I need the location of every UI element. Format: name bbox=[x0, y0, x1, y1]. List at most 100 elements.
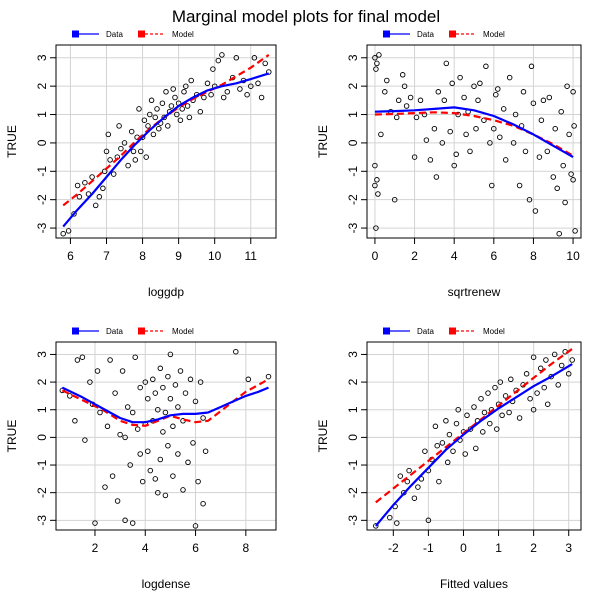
data-point bbox=[471, 83, 477, 89]
data-point bbox=[516, 182, 523, 189]
data-point bbox=[475, 97, 481, 104]
data-point bbox=[489, 182, 495, 189]
data-point bbox=[451, 162, 457, 169]
panel-3: 2 4 6 8 -3 -2 -1 0 1 2 3 logdense TRUE Data Model bbox=[5, 327, 277, 591]
data-point bbox=[569, 357, 575, 363]
data-point bbox=[462, 451, 468, 457]
data-point bbox=[411, 154, 418, 160]
data-point bbox=[92, 520, 98, 526]
y-tick-label: -3 bbox=[35, 515, 49, 526]
x-tick-label: 10 bbox=[566, 249, 580, 263]
x-axis-label: loggdp bbox=[148, 285, 184, 299]
data-point bbox=[480, 429, 486, 435]
data-point bbox=[167, 351, 174, 358]
data-point bbox=[201, 94, 207, 101]
x-tick-label: 2 bbox=[530, 541, 537, 555]
y-tick-label: 1 bbox=[35, 406, 49, 413]
data-point bbox=[394, 520, 400, 526]
data-point bbox=[534, 390, 540, 396]
x-tick-label: 2 bbox=[411, 249, 418, 263]
data-point bbox=[97, 409, 103, 416]
plot-frame bbox=[366, 44, 582, 239]
plot-frame bbox=[55, 341, 277, 531]
series-line-data bbox=[62, 72, 270, 228]
series-line-model bbox=[61, 378, 270, 427]
y-axis-label: TRUE bbox=[5, 125, 19, 158]
data-point bbox=[117, 431, 123, 438]
data-point bbox=[183, 83, 189, 89]
data-point bbox=[427, 157, 434, 163]
data-point bbox=[119, 368, 126, 374]
data-point bbox=[455, 406, 461, 413]
x-tick-label: 8 bbox=[530, 249, 537, 263]
x-axis-label: sqrtrenew bbox=[448, 285, 501, 299]
data-point bbox=[434, 442, 440, 449]
data-point bbox=[461, 94, 467, 101]
data-point bbox=[397, 473, 404, 479]
data-point bbox=[443, 60, 450, 67]
data-point bbox=[141, 117, 148, 123]
data-point bbox=[114, 498, 121, 504]
data-point bbox=[556, 230, 562, 237]
data-point bbox=[152, 476, 159, 482]
y-tick-label: 3 bbox=[35, 54, 49, 61]
data-point bbox=[431, 125, 438, 132]
data-point bbox=[74, 182, 81, 189]
data-point bbox=[443, 418, 449, 424]
data-point bbox=[406, 467, 412, 474]
data-point bbox=[373, 66, 379, 72]
series-line-data bbox=[374, 363, 573, 527]
data-point bbox=[373, 523, 379, 529]
legend-label-model: Model bbox=[172, 30, 194, 39]
data-point bbox=[536, 154, 543, 160]
data-point bbox=[499, 412, 505, 419]
data-point bbox=[502, 157, 509, 163]
data-point bbox=[265, 373, 272, 380]
data-point bbox=[72, 418, 78, 424]
data-point bbox=[395, 97, 402, 104]
y-tick-label: -1 bbox=[35, 166, 49, 177]
data-point bbox=[89, 174, 95, 180]
panel-2: 0 2 4 6 8 10 -3 -2 -1 0 1 2 3 sqrtrenew TRUE Data Model bbox=[316, 30, 582, 299]
x-tick-label: 9 bbox=[175, 249, 182, 263]
data-point bbox=[572, 228, 578, 234]
data-point bbox=[522, 148, 529, 155]
legend-swatch-model bbox=[449, 327, 456, 335]
data-point bbox=[251, 55, 258, 61]
y-tick-label: -2 bbox=[346, 487, 360, 498]
data-point bbox=[220, 94, 227, 101]
x-tick-label: 4 bbox=[142, 541, 149, 555]
data-point bbox=[399, 72, 406, 78]
data-point bbox=[122, 517, 128, 524]
y-tick-label: 0 bbox=[35, 434, 49, 441]
data-point bbox=[417, 97, 424, 104]
series-line-data bbox=[374, 106, 574, 159]
data-point bbox=[540, 97, 547, 104]
data-point bbox=[512, 111, 519, 118]
data-point bbox=[558, 108, 564, 115]
x-tick-label: -2 bbox=[388, 541, 399, 555]
data-point bbox=[165, 442, 171, 449]
data-point bbox=[538, 117, 545, 123]
data-point bbox=[568, 171, 574, 177]
data-point bbox=[105, 131, 112, 138]
data-point bbox=[112, 390, 118, 396]
data-point bbox=[202, 448, 209, 454]
data-point bbox=[147, 467, 154, 474]
data-point bbox=[129, 520, 136, 526]
data-point bbox=[487, 140, 493, 146]
data-point bbox=[464, 412, 470, 419]
data-point bbox=[175, 451, 181, 457]
data-point bbox=[485, 390, 491, 396]
data-point bbox=[478, 395, 484, 402]
x-tick-label: 3 bbox=[565, 541, 572, 555]
data-point bbox=[372, 55, 378, 61]
y-tick-label: 3 bbox=[346, 351, 360, 358]
data-point bbox=[174, 111, 180, 118]
data-point bbox=[138, 148, 144, 155]
y-tick-label: -2 bbox=[35, 487, 49, 498]
data-point bbox=[145, 395, 151, 402]
data-point bbox=[182, 390, 189, 396]
data-point bbox=[446, 431, 453, 438]
y-tick-label: -2 bbox=[346, 194, 360, 205]
